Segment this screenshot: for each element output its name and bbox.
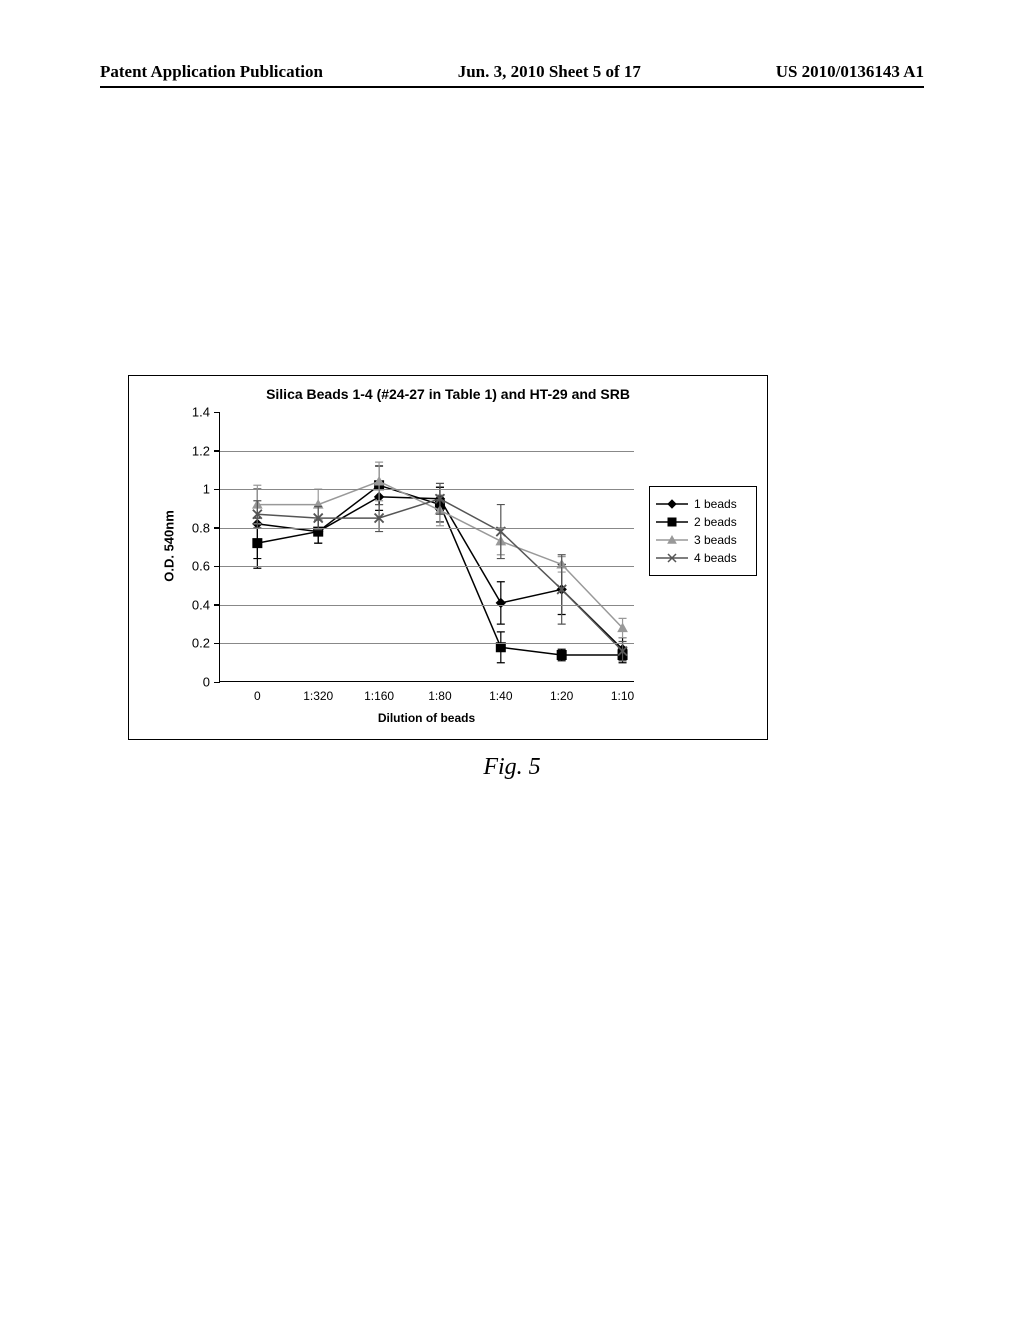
y-tick-label: 0 [203,675,210,690]
gridline [220,528,634,529]
series-marker [253,539,262,548]
y-tick-label: 1 [203,482,210,497]
legend-row: 3 beads [656,533,750,547]
legend-swatch [656,516,688,528]
legend-row: 4 beads [656,551,750,565]
legend-swatch [656,534,688,546]
series-marker [496,598,505,607]
x-tick-label: 1:40 [489,689,512,703]
chart-svg [220,412,635,682]
legend: 1 beads 2 beads 3 beads 4 beads [649,486,757,576]
y-tick [214,566,220,568]
legend-label: 3 beads [694,533,737,547]
legend-row: 1 beads [656,497,750,511]
legend-swatch [656,498,688,510]
legend-swatch [656,552,688,564]
y-tick [214,412,220,414]
y-tick-label: 0.2 [192,636,210,651]
y-tick [214,489,220,491]
header-right: US 2010/0136143 A1 [776,62,924,82]
y-tick-label: 1.4 [192,405,210,420]
gridline [220,451,634,452]
y-tick-label: 1.2 [192,443,210,458]
x-tick-label: 1:20 [550,689,573,703]
y-axis-title: O.D. 540nm [162,510,177,582]
legend-row: 2 beads [656,515,750,529]
header-rule [100,86,924,88]
x-tick-label: 0 [254,689,261,703]
figure-container: Silica Beads 1-4 (#24-27 in Table 1) and… [128,375,768,740]
x-axis-title: Dilution of beads [219,711,634,725]
legend-label: 1 beads [694,497,737,511]
series-marker [557,651,566,660]
y-tick [214,527,220,529]
figure-caption: Fig. 5 [0,754,1024,781]
gridline [220,566,634,567]
x-tick-label: 1:80 [428,689,451,703]
header-left: Patent Application Publication [100,62,323,82]
y-tick-label: 0.6 [192,559,210,574]
y-tick [214,682,220,684]
gridline [220,489,634,490]
x-tick-label: 1:160 [364,689,394,703]
x-tick-label: 1:320 [303,689,333,703]
gridline [220,643,634,644]
legend-label: 4 beads [694,551,737,565]
y-tick [214,604,220,606]
x-tick-label: 1:10 [611,689,634,703]
plot-area: 00.20.40.60.811.21.401:3201:1601:801:401… [219,412,634,682]
y-tick-label: 0.8 [192,520,210,535]
y-tick [214,450,220,452]
y-tick [214,643,220,645]
y-tick-label: 0.4 [192,597,210,612]
legend-label: 2 beads [694,515,737,529]
chart-title: Silica Beads 1-4 (#24-27 in Table 1) and… [129,386,767,402]
gridline [220,605,634,606]
header-center: Jun. 3, 2010 Sheet 5 of 17 [458,62,641,82]
